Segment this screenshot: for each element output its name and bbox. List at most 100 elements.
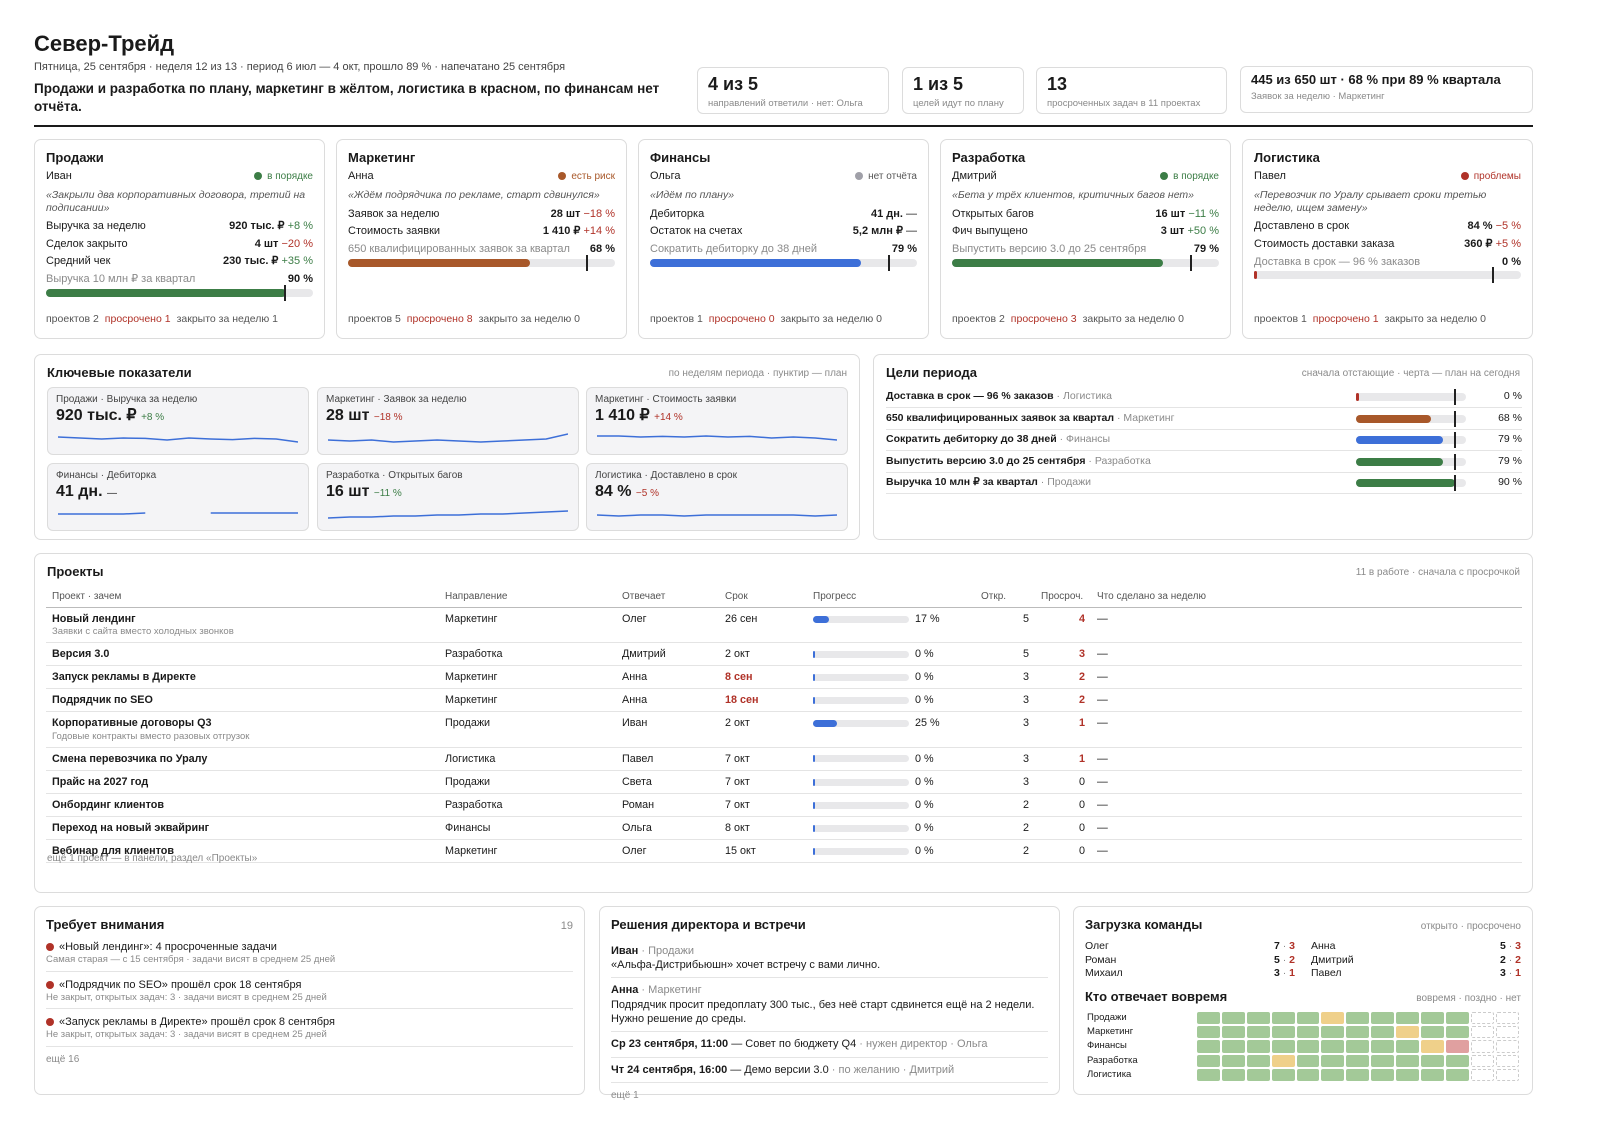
meeting-title: — Демо версии 3.0	[730, 1063, 829, 1076]
attention-more[interactable]: ещё 16	[46, 1053, 80, 1065]
overdue-tasks: 2	[1035, 665, 1091, 690]
column-header[interactable]: Просроч.	[1035, 590, 1091, 608]
goal-name-wrap: Сократить дебиторку до 38 дней · Финансы	[886, 433, 1356, 447]
column-header[interactable]: Откр.	[975, 590, 1035, 608]
project-name[interactable]: Прайс на 2027 год	[52, 775, 149, 788]
column-header[interactable]: Прогресс	[807, 590, 975, 608]
attention-item[interactable]: «Новый лендинг»: 4 просроченные задачи Са…	[46, 940, 573, 972]
person-row[interactable]: Роман 5 · 2	[1085, 954, 1295, 968]
project-name[interactable]: Смена перевозчика по Уралу	[52, 752, 208, 765]
table-row[interactable]: Прайс на 2027 год Продажи Света 7 окт 0 % 3 0—	[46, 770, 1522, 794]
project-name[interactable]: Переход на новый эквайринг	[52, 821, 210, 834]
project-name[interactable]: Подрядчик по SEO	[52, 694, 153, 707]
column-header[interactable]: Проект · зачем	[46, 590, 439, 608]
project-name[interactable]: Корпоративные договоры Q3	[52, 717, 212, 730]
alert-dot-icon	[46, 980, 54, 989]
meeting-item[interactable]: Чт 24 сентября, 16:00 — Демо версии 3.0 …	[611, 1058, 1048, 1083]
column-header[interactable]: Что сделано за неделю	[1091, 590, 1522, 608]
projects-count[interactable]: проектов 1	[650, 313, 703, 326]
metric-tile[interactable]: Разработка · Открытых багов 16 шт −11 %	[317, 463, 579, 531]
goal-progress-bar	[650, 254, 917, 271]
overdue-count[interactable]: просрочено 1	[1312, 313, 1379, 326]
closed-count: закрыто за неделю 0	[1384, 313, 1487, 326]
metric-tile[interactable]: Маркетинг · Стоимость заявки 1 410 ₽ +14 …	[586, 387, 848, 455]
person-row[interactable]: Дмитрий 2 · 2	[1311, 954, 1521, 968]
status-badge: в порядке	[254, 170, 313, 183]
projects-count[interactable]: проектов 2	[46, 313, 99, 326]
metric-label: Сделок закрыто	[46, 237, 128, 250]
progress-bar	[813, 847, 909, 855]
table-row[interactable]: Запуск рекламы в Директе Маркетинг Анна 8 с…	[46, 665, 1522, 690]
table-row[interactable]: Онбординг клиентов Разработка Роман 7 окт 0 …	[46, 793, 1522, 817]
project-owner: Анна	[616, 665, 719, 690]
person-row[interactable]: Михаил 3 · 1	[1085, 967, 1295, 981]
direction-card[interactable]: Логистика Павел проблемы «Перевозчик по Ура…	[1242, 139, 1533, 339]
attention-item[interactable]: «Запуск рекламы в Директе» прошёл срок 8…	[46, 1015, 573, 1047]
overdue-count[interactable]: просрочено 3	[1010, 313, 1077, 326]
decision-item[interactable]: Иван · Продажи «Альфа-Дистрибьюшн» хочет …	[611, 939, 1048, 979]
meeting-item[interactable]: Ср 23 сентября, 11:00 — Совет по бюджету…	[611, 1032, 1048, 1058]
goal-progress-bar	[348, 254, 615, 271]
person-row[interactable]: Анна 5 · 3	[1311, 940, 1521, 954]
direction-card[interactable]: Продажи Иван в порядке «Закрыли два корпора…	[34, 139, 325, 339]
table-row[interactable]: Смена перевозчика по Уралу Логистика Павел…	[46, 747, 1522, 771]
decisions-more[interactable]: ещё 1	[611, 1089, 639, 1101]
metric-tile[interactable]: Финансы · Дебиторка 41 дн. —	[47, 463, 309, 531]
project-name[interactable]: Запуск рекламы в Директе	[52, 671, 196, 684]
projects-count[interactable]: проектов 1	[1254, 313, 1307, 326]
direction-card[interactable]: Маркетинг Анна есть риск «Ждём подрядчика п…	[336, 139, 627, 339]
project-name[interactable]: Вебинар для клиентов	[52, 844, 175, 857]
table-row[interactable]: Переход на новый эквайринг Финансы Ольга 8 …	[46, 816, 1522, 840]
goal-name-wrap: Доставка в срок — 96 % заказов · Логисти…	[886, 390, 1356, 404]
goal-row[interactable]: Выпустить версию 3.0 до 25 сентября · Ра…	[886, 452, 1522, 473]
table-row[interactable]: Корпоративные договоры Q3 Годовые контрак…	[46, 711, 1522, 748]
metric-label: Стоимость заявки	[348, 225, 441, 238]
tile-value: 1 410 ₽	[595, 407, 650, 424]
status-dot-icon	[558, 172, 567, 181]
progress-percent: 0 %	[915, 752, 934, 765]
metric-tile[interactable]: Маркетинг · Заявок за неделю 28 шт −18 %	[317, 387, 579, 455]
column-header[interactable]: Отвечает	[616, 590, 719, 608]
decision-item[interactable]: Анна · Маркетинг Подрядчик просит предопл…	[611, 978, 1048, 1033]
progress-bar	[813, 824, 909, 832]
metric-delta: +14 %	[583, 225, 616, 238]
direction-card[interactable]: Разработка Дмитрий в порядке «Бета у трёх к…	[940, 139, 1231, 339]
open-count: 5	[1499, 939, 1506, 952]
column-header[interactable]: Направление	[439, 590, 616, 608]
decision-direction: Продажи	[648, 944, 695, 957]
person-row[interactable]: Олег 7 · 3	[1085, 940, 1295, 954]
metric-tile[interactable]: Продажи · Выручка за неделю 920 тыс. ₽ +8…	[47, 387, 309, 455]
table-row[interactable]: Новый лендинг Заявки с сайта вместо холод…	[46, 607, 1522, 644]
attention-item[interactable]: «Подрядчик по SEO» прошёл срок 18 сентяб…	[46, 978, 573, 1010]
projects-count[interactable]: проектов 5	[348, 313, 401, 326]
direction-owner-row: Дмитрий в порядке	[952, 169, 1219, 183]
plan-marker	[1453, 432, 1456, 448]
goal-row[interactable]: Выручка 10 млн ₽ за квартал · Продажи 90 …	[886, 473, 1522, 494]
project-progress: 0 %	[807, 747, 975, 771]
heatmap-cell	[1196, 1054, 1220, 1068]
heatmap-cell	[1246, 1069, 1270, 1082]
projects-count[interactable]: проектов 2	[952, 313, 1005, 326]
person-row[interactable]: Павел 3 · 1	[1311, 967, 1521, 981]
table-row[interactable]: Версия 3.0 Разработка Дмитрий 2 окт 0 % 5 3—	[46, 642, 1522, 667]
progress-fill	[813, 651, 815, 659]
goal-row[interactable]: Сократить дебиторку до 38 дней · Финансы…	[886, 430, 1522, 451]
project-name[interactable]: Новый лендинг	[52, 613, 136, 625]
goal-row[interactable]: Доставка в срок — 96 % заказов · Логисти…	[886, 387, 1522, 408]
goal-row[interactable]: 650 квалифицированных заявок за квартал …	[886, 409, 1522, 430]
status-label: нет отчёта	[868, 170, 917, 182]
table-row[interactable]: Вебинар для клиентов Маркетинг Олег 15 окт 0…	[46, 839, 1522, 864]
overdue-count[interactable]: просрочено 1	[104, 313, 171, 326]
progress-bar	[813, 801, 909, 809]
overdue-count[interactable]: просрочено 8	[406, 313, 473, 326]
overdue-count[interactable]: просрочено 0	[708, 313, 775, 326]
tile-delta: −11 %	[373, 488, 402, 499]
metric-value: 3 шт	[1160, 225, 1185, 238]
projects-more[interactable]: ещё 1 проект — в панели, раздел «Проекты…	[47, 853, 258, 864]
project-name[interactable]: Версия 3.0	[52, 648, 110, 661]
column-header[interactable]: Срок	[719, 590, 807, 608]
metric-tile[interactable]: Логистика · Доставлено в срок 84 % −5 %	[586, 463, 848, 531]
table-row[interactable]: Подрядчик по SEO Маркетинг Анна 18 сен 0 % 3 2…	[46, 688, 1522, 713]
direction-card[interactable]: Финансы Ольга нет отчёта «Идём по плану» Деб…	[638, 139, 929, 339]
project-name[interactable]: Онбординг клиентов	[52, 798, 164, 811]
